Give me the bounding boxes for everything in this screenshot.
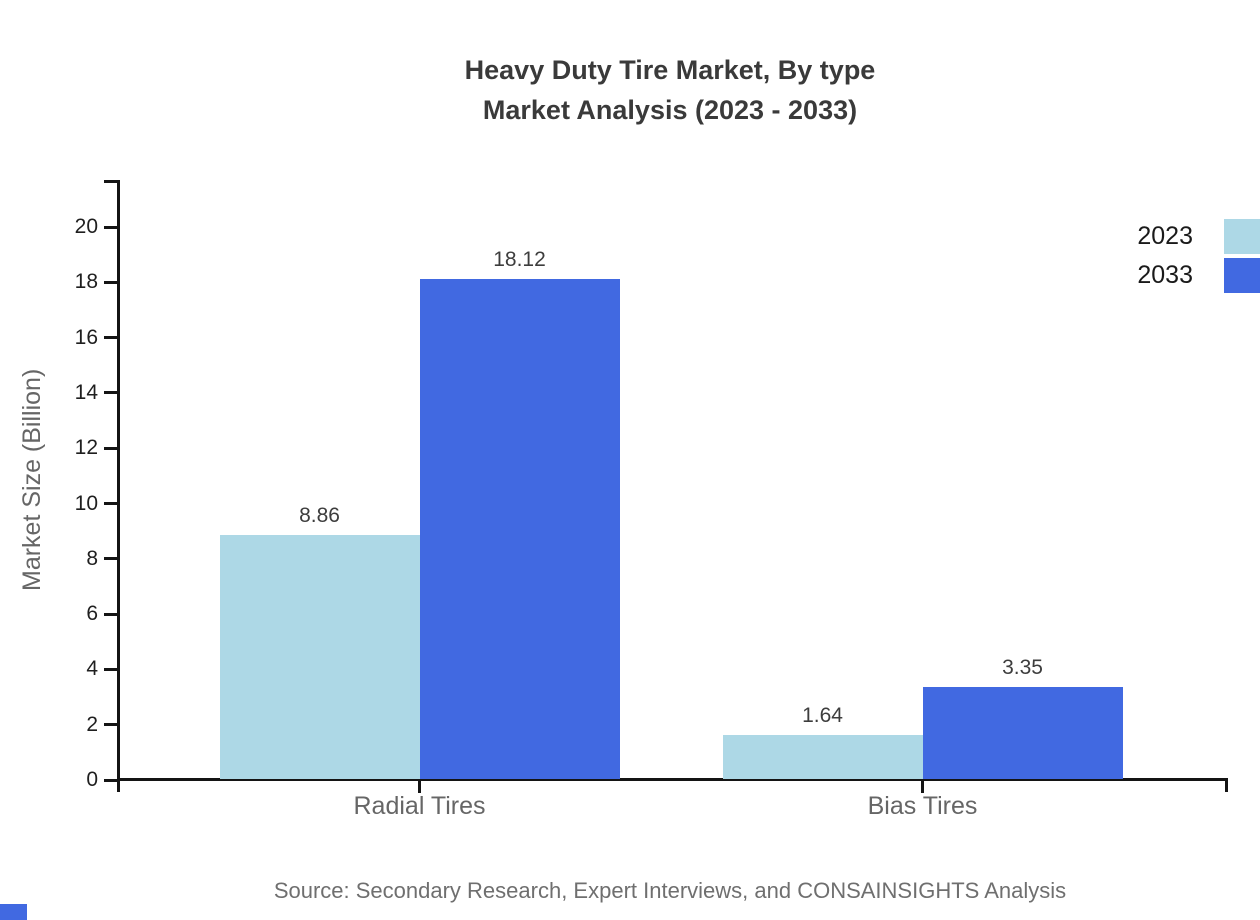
watermark-corner-mark <box>0 904 27 920</box>
y-tick <box>104 336 118 340</box>
legend-swatch <box>1224 219 1260 254</box>
legend-label: 2023 <box>1137 222 1193 250</box>
y-tick <box>104 667 118 671</box>
y-tick-label: 12 <box>74 436 98 460</box>
y-tick-label: 14 <box>74 380 98 404</box>
y-tick-label: 8 <box>86 546 98 570</box>
legend: 2023 2033 <box>1137 219 1260 297</box>
chart-title: Heavy Duty Tire Market, By type Market A… <box>80 50 1260 130</box>
legend-label: 2033 <box>1137 261 1193 289</box>
y-tick <box>104 557 118 561</box>
y-tick <box>104 446 118 450</box>
y-tick-label: 2 <box>86 712 98 736</box>
y-tick <box>104 225 118 229</box>
y-tick-label: 18 <box>74 270 98 294</box>
bar-2033-radial-tires <box>419 278 620 779</box>
bar-2023-radial-tires <box>219 535 420 779</box>
y-tick-label: 6 <box>86 602 98 626</box>
y-axis-top-cap <box>104 180 118 183</box>
y-axis-title: Market Size (Billion) <box>18 368 46 592</box>
x-category-label: Bias Tires <box>867 792 978 820</box>
legend-item: 2023 <box>1137 219 1260 254</box>
bar-value-label: 8.86 <box>299 504 340 528</box>
x-axis-end-tick <box>1225 779 1228 792</box>
legend-swatch <box>1224 258 1260 293</box>
y-tick <box>104 612 118 616</box>
x-tick <box>418 781 421 793</box>
bar-value-label: 1.64 <box>802 703 843 727</box>
bar-2033-bias-tires <box>922 687 1123 779</box>
source-note: Source: Secondary Research, Expert Inter… <box>273 878 1067 903</box>
y-tick-label: 0 <box>86 768 98 791</box>
y-tick <box>104 778 118 782</box>
chart-title-line1: Heavy Duty Tire Market, By type <box>464 55 876 85</box>
x-category-label: Radial Tires <box>353 792 486 820</box>
y-tick <box>104 502 118 505</box>
y-tick <box>104 723 118 727</box>
bar-value-label: 3.35 <box>1002 656 1043 680</box>
y-tick <box>104 280 118 284</box>
y-tick-label: 10 <box>74 491 98 515</box>
legend-item: 2033 <box>1137 258 1260 293</box>
y-axis-line <box>117 180 120 792</box>
y-tick-label: 20 <box>74 215 98 238</box>
chart-title-line2: Market Analysis (2023 - 2033) <box>482 95 858 125</box>
x-axis-line <box>117 778 1228 781</box>
y-tick-label: 16 <box>74 325 98 349</box>
y-tick <box>104 391 118 395</box>
x-tick <box>921 781 924 793</box>
y-tick-label: 4 <box>86 657 98 681</box>
bar-value-label: 18.12 <box>493 247 546 271</box>
bar-2023-bias-tires <box>722 734 923 779</box>
